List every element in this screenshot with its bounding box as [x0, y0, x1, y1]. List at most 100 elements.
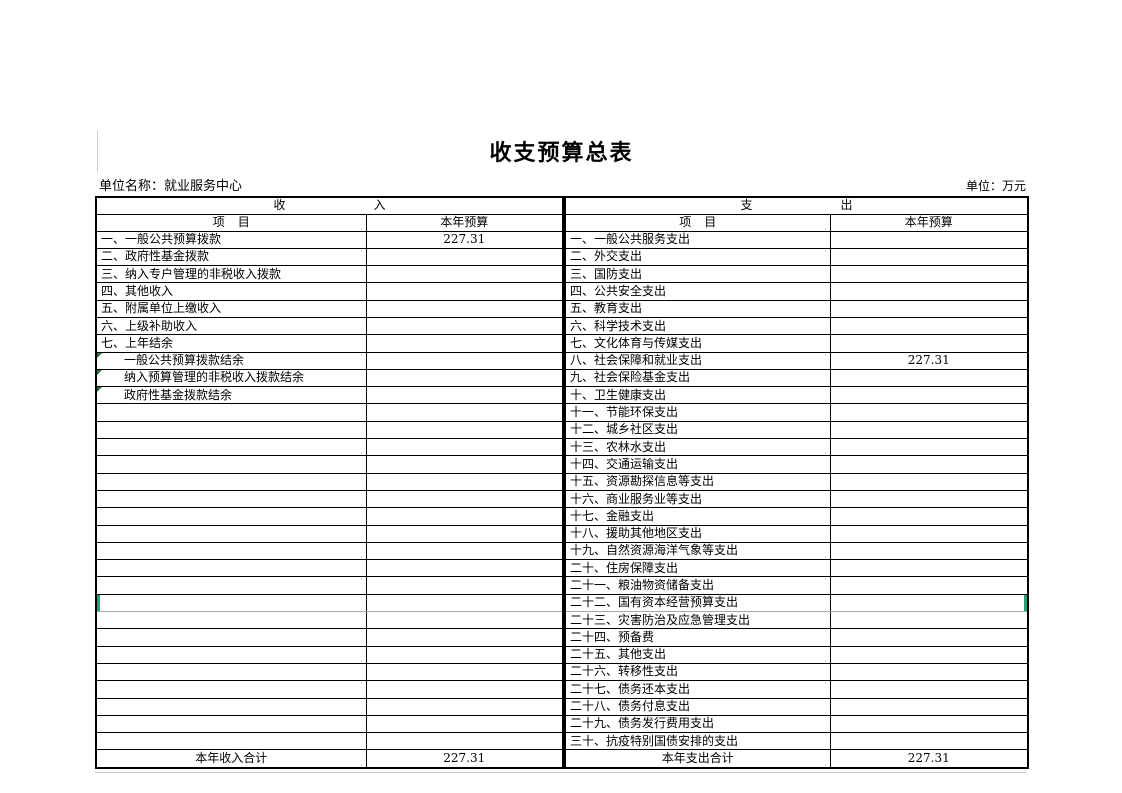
income-value-cell[interactable] — [365, 438, 564, 457]
income-value-cell[interactable] — [365, 472, 564, 491]
expense-item-cell[interactable]: 十五、资源勘探信息等支出 — [564, 472, 831, 491]
expense-item-cell[interactable]: 十一、节能环保支出 — [564, 403, 831, 422]
income-item-cell[interactable] — [95, 732, 367, 751]
income-value-cell[interactable] — [365, 455, 564, 474]
income-section-header[interactable]: 收入 — [95, 196, 564, 215]
income-total-value-cell[interactable]: 227.31 — [365, 749, 564, 769]
income-item-cell[interactable] — [95, 420, 367, 440]
income-item-cell[interactable] — [95, 628, 367, 647]
expense-value-cell[interactable] — [829, 524, 1029, 543]
expense-item-cell[interactable]: 五、教育支出 — [564, 299, 831, 318]
expense-item-cell[interactable]: 十九、自然资源海洋气象等支出 — [564, 541, 831, 561]
expense-item-cell[interactable]: 十六、商业服务业等支出 — [564, 489, 831, 509]
income-value-cell[interactable] — [365, 628, 564, 647]
expense-item-cell[interactable]: 九、社会保险基金支出 — [564, 368, 831, 388]
income-value-cell[interactable] — [365, 576, 564, 595]
expense-value-cell[interactable] — [829, 438, 1029, 457]
expense-value-cell[interactable] — [829, 265, 1029, 284]
income-item-cell[interactable] — [95, 714, 367, 734]
income-item-cell[interactable] — [95, 662, 367, 682]
expense-value-cell[interactable] — [829, 299, 1029, 318]
income-value-cell[interactable] — [365, 524, 564, 543]
expense-value-cell[interactable] — [829, 334, 1029, 353]
income-item-cell[interactable] — [95, 507, 367, 526]
expense-col-item-header[interactable]: 项目 — [564, 213, 831, 232]
expense-item-cell[interactable]: 二十六、转移性支出 — [564, 662, 831, 682]
expense-value-cell[interactable] — [829, 593, 1029, 613]
income-value-cell[interactable] — [365, 282, 564, 301]
income-item-cell[interactable]: 纳入预算管理的非税收入拨款结余 — [95, 368, 367, 388]
expense-value-cell[interactable] — [829, 247, 1029, 267]
expense-value-cell[interactable] — [829, 316, 1029, 336]
expense-value-cell[interactable] — [829, 368, 1029, 388]
income-item-cell[interactable] — [95, 611, 367, 630]
income-item-cell[interactable]: 五、附属单位上缴收入 — [95, 299, 367, 318]
expense-value-cell[interactable] — [829, 230, 1029, 249]
expense-value-cell[interactable] — [829, 645, 1029, 664]
income-value-cell[interactable] — [365, 403, 564, 422]
income-value-cell[interactable] — [365, 662, 564, 682]
income-item-cell[interactable] — [95, 403, 367, 422]
income-item-cell[interactable]: 三、纳入专户管理的非税收入拨款 — [95, 265, 367, 284]
expense-item-cell[interactable]: 二十三、灾害防治及应急管理支出 — [564, 611, 831, 630]
income-value-cell[interactable] — [365, 593, 564, 613]
expense-section-header[interactable]: 支出 — [564, 196, 1029, 215]
income-value-cell[interactable] — [365, 247, 564, 267]
expense-item-cell[interactable]: 二十、住房保障支出 — [564, 559, 831, 578]
income-item-cell[interactable]: 六、上级补助收入 — [95, 316, 367, 336]
expense-value-cell[interactable] — [829, 714, 1029, 734]
expense-item-cell[interactable]: 六、科学技术支出 — [564, 316, 831, 336]
expense-item-cell[interactable]: 八、社会保障和就业支出 — [564, 351, 831, 370]
expense-item-cell[interactable]: 二十七、债务还本支出 — [564, 680, 831, 699]
income-value-cell[interactable] — [365, 541, 564, 561]
expense-item-cell[interactable]: 十、卫生健康支出 — [564, 386, 831, 405]
expense-value-cell[interactable] — [829, 576, 1029, 595]
expense-item-cell[interactable]: 十三、农林水支出 — [564, 438, 831, 457]
expense-value-cell[interactable] — [829, 420, 1029, 440]
income-item-cell[interactable]: 政府性基金拨款结余 — [95, 386, 367, 405]
expense-item-cell[interactable]: 十八、援助其他地区支出 — [564, 524, 831, 543]
income-item-cell[interactable] — [95, 576, 367, 595]
expense-item-cell[interactable]: 十二、城乡社区支出 — [564, 420, 831, 440]
expense-item-cell[interactable]: 七、文化体育与传媒支出 — [564, 334, 831, 353]
income-item-cell[interactable] — [95, 489, 367, 509]
expense-value-cell[interactable] — [829, 680, 1029, 699]
income-value-cell[interactable] — [365, 732, 564, 751]
income-value-cell[interactable]: 227.31 — [365, 230, 564, 249]
expense-value-cell[interactable] — [829, 662, 1029, 682]
income-value-cell[interactable] — [365, 368, 564, 388]
expense-value-cell[interactable] — [829, 559, 1029, 578]
expense-item-cell[interactable]: 二十八、债务付息支出 — [564, 697, 831, 716]
expense-item-cell[interactable]: 三、国防支出 — [564, 265, 831, 284]
expense-col-budget-header[interactable]: 本年预算 — [829, 213, 1029, 232]
expense-value-cell[interactable] — [829, 697, 1029, 716]
expense-value-cell[interactable]: 227.31 — [829, 351, 1029, 370]
income-item-cell[interactable] — [95, 593, 367, 613]
income-value-cell[interactable] — [365, 351, 564, 370]
expense-table[interactable]: 支出 项目 本年预算 一、一般公共服务支出 — [564, 196, 1029, 769]
income-item-cell[interactable] — [95, 559, 367, 578]
expense-value-cell[interactable] — [829, 455, 1029, 474]
income-value-cell[interactable] — [365, 420, 564, 440]
expense-item-cell[interactable]: 十四、交通运输支出 — [564, 455, 831, 474]
income-value-cell[interactable] — [365, 680, 564, 699]
income-col-budget-header[interactable]: 本年预算 — [365, 213, 564, 232]
income-item-cell[interactable] — [95, 472, 367, 491]
income-value-cell[interactable] — [365, 645, 564, 664]
income-col-item-header[interactable]: 项目 — [95, 213, 367, 232]
expense-value-cell[interactable] — [829, 489, 1029, 509]
expense-total-value-cell[interactable]: 227.31 — [829, 749, 1029, 769]
expense-value-cell[interactable] — [829, 386, 1029, 405]
expense-value-cell[interactable] — [829, 611, 1029, 630]
expense-item-cell[interactable]: 二十二、国有资本经营预算支出 — [564, 593, 831, 613]
income-value-cell[interactable] — [365, 697, 564, 716]
income-item-cell[interactable] — [95, 438, 367, 457]
expense-item-cell[interactable]: 四、公共安全支出 — [564, 282, 831, 301]
expense-value-cell[interactable] — [829, 541, 1029, 561]
expense-item-cell[interactable]: 十七、金融支出 — [564, 507, 831, 526]
income-item-cell[interactable]: 七、上年结余 — [95, 334, 367, 353]
expense-item-cell[interactable]: 二、外交支出 — [564, 247, 831, 267]
expense-item-cell[interactable]: 二十四、预备费 — [564, 628, 831, 647]
income-value-cell[interactable] — [365, 299, 564, 318]
expense-value-cell[interactable] — [829, 628, 1029, 647]
